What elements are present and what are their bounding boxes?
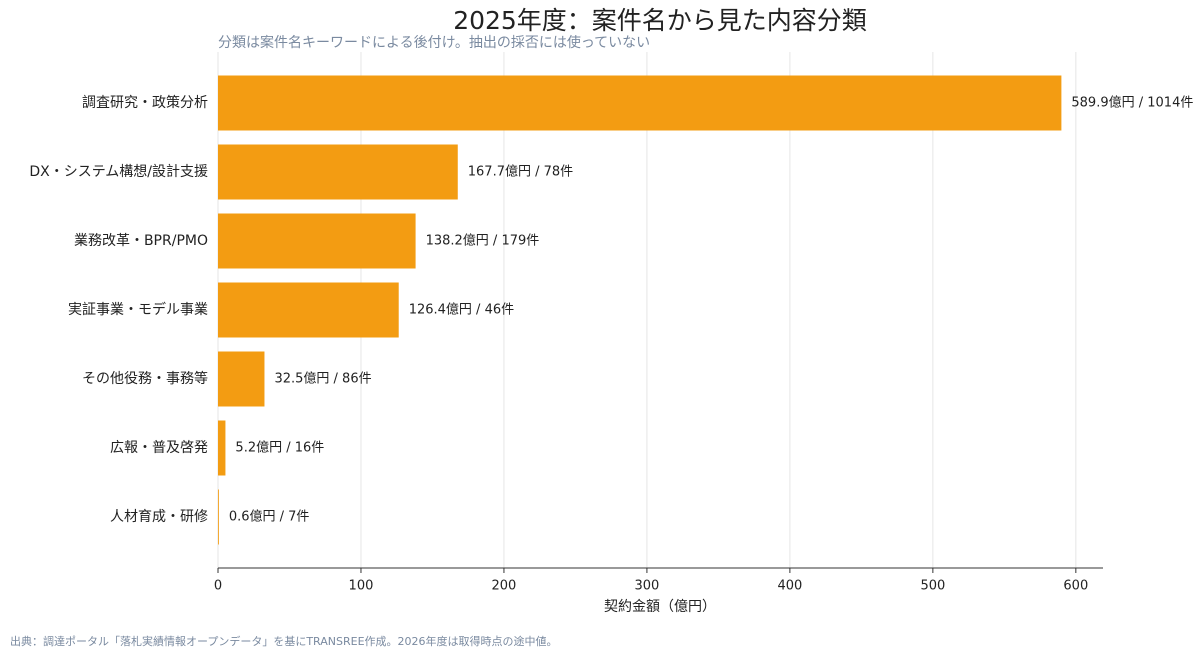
bar [218, 489, 219, 545]
y-tick-label: 実証事業・モデル事業 [68, 301, 208, 318]
bar [218, 282, 399, 338]
y-tick-label: 広報・普及啓発 [110, 440, 208, 456]
y-tick-label: DX・システム構想/設計支援 [29, 164, 208, 180]
x-tick-label: 200 [492, 579, 517, 594]
x-axis-label: 契約金額（億円） [604, 599, 716, 615]
x-tick-label: 500 [920, 579, 945, 594]
value-label: 589.9億円 / 1014件 [1071, 95, 1193, 111]
y-tick-label: 調査研究・政策分析 [82, 94, 208, 111]
y-tick-label: その他役務・事務等 [82, 370, 208, 387]
bar [218, 144, 458, 200]
value-label: 32.5億円 / 86件 [274, 371, 371, 387]
value-label: 138.2億円 / 179件 [426, 233, 540, 249]
x-tick-label: 400 [777, 579, 802, 594]
value-label: 5.2億円 / 16件 [235, 440, 324, 456]
x-tick-label: 300 [635, 579, 660, 594]
x-tick-label: 100 [349, 579, 374, 594]
bar [218, 351, 265, 407]
chart-title: 2025年度：案件名から見た内容分類 [453, 6, 867, 35]
bar [218, 420, 226, 476]
value-label: 167.7億円 / 78件 [468, 164, 573, 180]
y-tick-label: 業務改革・BPR/PMO [74, 233, 208, 249]
x-tick-label: 0 [214, 579, 222, 594]
bar [218, 75, 1062, 131]
value-label: 0.6億円 / 7件 [229, 509, 310, 525]
y-tick-label: 人材育成・研修 [110, 509, 208, 525]
source-note: 出典：調達ポータル「落札実績情報オープンデータ」を基にTRANSREE作成。20… [10, 634, 558, 648]
chart-subtitle: 分類は案件名キーワードによる後付け。抽出の採否には使っていない [218, 34, 650, 51]
x-tick-label: 600 [1063, 579, 1088, 594]
value-label: 126.4億円 / 46件 [409, 302, 514, 318]
bar [218, 213, 416, 269]
